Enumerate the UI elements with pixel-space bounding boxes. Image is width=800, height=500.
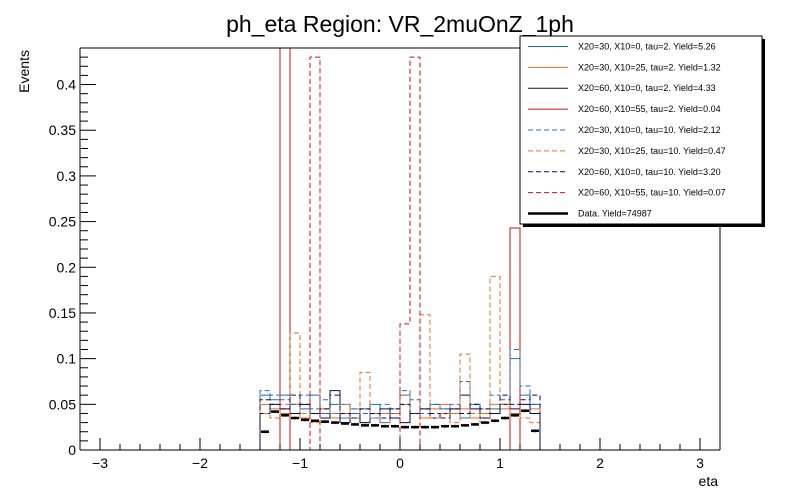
y-tick-label: 0.4 [57, 77, 77, 93]
y-axis-label: Events [16, 50, 32, 93]
series-outline [259, 275, 541, 450]
x-tick-label: 2 [596, 455, 604, 471]
x-tick-label: 1 [496, 455, 504, 471]
x-tick-label: −2 [192, 455, 208, 471]
legend-entry-label: X20=30, X10=0, tau=2. Yield=5.26 [578, 41, 716, 51]
legend-entry-label: X20=60, X10=55, tau=10. Yield=0.07 [578, 188, 726, 198]
legend-entry-label: X20=60, X10=0, tau=10. Yield=3.20 [578, 167, 721, 177]
series-9 [261, 409, 539, 434]
x-tick-label: 0 [396, 455, 404, 471]
legend-entry-label: X20=30, X10=25, tau=2. Yield=1.32 [578, 62, 721, 72]
legend-entry-label: X20=60, X10=0, tau=2. Yield=4.33 [578, 83, 716, 93]
y-tick-label: 0 [68, 442, 76, 458]
chart-title: ph_eta Region: VR_2muOnZ_1ph [226, 11, 574, 37]
x-axis-label: eta [699, 473, 719, 489]
legend-entry-label: Data. Yield=74987 [578, 209, 652, 219]
y-tick-label: 0.3 [57, 168, 77, 184]
y-tick-label: 0.25 [49, 214, 76, 230]
x-tick-label: 3 [696, 455, 704, 471]
y-tick-label: 0.2 [57, 259, 77, 275]
axes: −3 −2 −1 0 1 2 3 0 0.05 0.1 0.15 0.2 0.25 0.3 0.35 0.4 [49, 47, 721, 471]
legend-entry-label: X20=30, X10=0, tau=10. Yield=2.12 [578, 125, 721, 135]
y-tick-label: 0.05 [49, 396, 76, 412]
series-6 [259, 275, 541, 450]
y-tick-label: 0.15 [49, 305, 76, 321]
x-tick-label: −3 [92, 455, 108, 471]
y-tick-label: 0.1 [57, 351, 77, 367]
y-tick-label: 0.35 [49, 122, 76, 138]
legend-entry-label: X20=30, X10=25, tau=10. Yield=0.47 [578, 146, 726, 156]
legend: X20=30, X10=0, tau=2. Yield=5.26 X20=30, … [519, 35, 765, 227]
legend-entry-label: X20=60, X10=55, tau=2. Yield=0.04 [578, 104, 721, 114]
x-tick-label: −1 [292, 455, 308, 471]
